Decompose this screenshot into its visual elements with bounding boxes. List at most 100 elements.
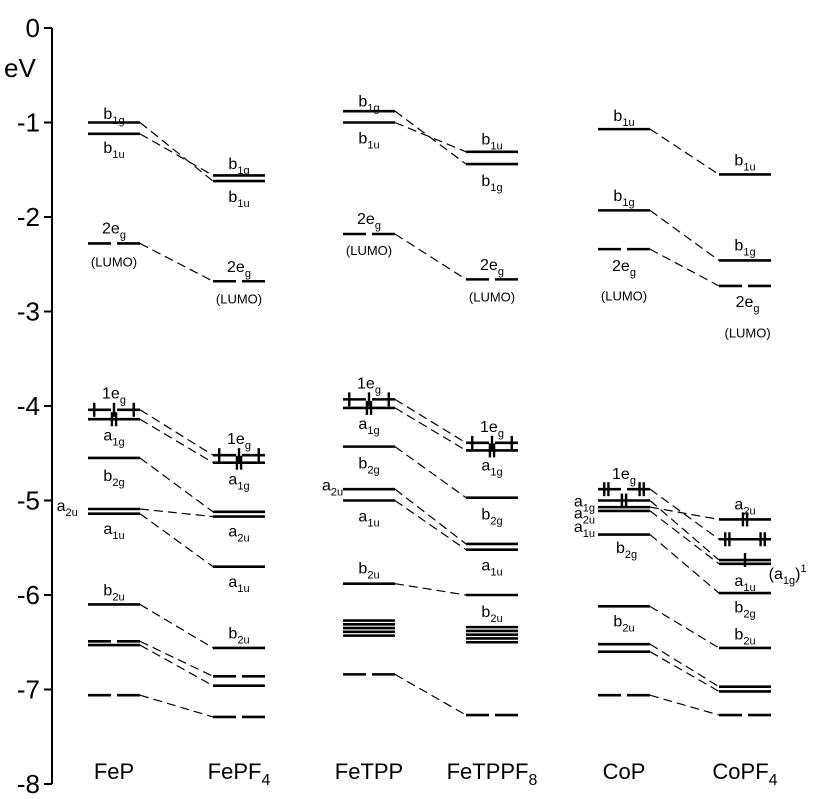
orbital-label: b1g <box>228 156 249 177</box>
orbital-label: 2eg <box>480 257 504 278</box>
connector-line <box>650 535 719 594</box>
orbital-label: b2u <box>103 582 124 603</box>
column-label: CoP <box>603 759 646 784</box>
orbital-label: (LUMO) <box>601 288 647 303</box>
orbital-label: (LUMO) <box>216 291 262 306</box>
connector-line <box>395 408 466 451</box>
column-label: CoPF4 <box>712 759 777 789</box>
orbital-label: b2g <box>734 599 755 620</box>
connector-line <box>140 123 213 182</box>
orbital-label: b1g <box>481 173 502 194</box>
connector-line <box>395 447 466 498</box>
connector-line <box>650 695 719 715</box>
y-axis: 0 -1 -2 -3 -4 -5 -6 -7 -8 <box>17 13 52 799</box>
orbital-label: a2u <box>734 496 755 517</box>
orbital-label: b2u <box>228 626 249 647</box>
orbital-label: 2eg <box>102 220 126 241</box>
connector-line <box>650 129 719 174</box>
axis-tick-label: -4 <box>17 391 40 421</box>
connector-line <box>650 507 719 519</box>
connector-line <box>650 652 719 692</box>
orbital-label: b1u <box>481 132 502 153</box>
orbital-label: (LUMO) <box>724 325 770 340</box>
axis-tick-label: 0 <box>26 13 40 43</box>
orbital-label: b1g <box>734 237 755 258</box>
level-labels: b1g b1u 2eg (LUMO) 1eg a1g b2g a2u a1u b2u b1g b1u 2… <box>57 94 807 648</box>
connector-line <box>395 501 466 550</box>
connector-line <box>140 509 213 517</box>
axis-tick-label: -3 <box>17 297 40 327</box>
axis-tick-label: -7 <box>17 675 40 705</box>
orbital-label: b2u <box>481 604 502 625</box>
column-label: FeTPP <box>335 759 403 784</box>
axis-tick-label: -2 <box>17 202 40 232</box>
orbital-label: a1u <box>481 558 502 579</box>
connector-line <box>395 489 466 544</box>
orbital-label: a2u <box>322 477 343 498</box>
y-axis-unit: eV <box>4 53 36 83</box>
orbital-label: a1g <box>481 458 502 479</box>
orbital-label: (a1g)1 <box>769 563 807 587</box>
connector-line <box>140 604 213 647</box>
orbital-label: (LUMO) <box>91 254 137 269</box>
orbital-label: a2u <box>228 524 249 545</box>
orbital-label: b1u <box>734 152 755 173</box>
orbital-label: b2g <box>103 468 124 489</box>
orbital-label: b1u <box>103 140 124 161</box>
orbital-label: b1u <box>358 131 379 152</box>
orbital-label: b2u <box>613 613 634 634</box>
orbital-label: 2eg <box>357 211 381 232</box>
connector-line <box>395 584 466 595</box>
column-label: FeTPPF8 <box>447 759 538 789</box>
orbital-label: b2u <box>734 627 755 648</box>
connector-line <box>650 644 719 687</box>
orbital-label: b1u <box>228 189 249 210</box>
energy-levels <box>88 111 771 717</box>
axis-tick-label: -6 <box>17 580 40 610</box>
orbital-label: a1g <box>228 472 249 493</box>
orbital-label: a1u <box>228 574 249 595</box>
axis-tick-label: -1 <box>17 108 40 138</box>
column-label: FeP <box>94 759 134 784</box>
connector-line <box>395 234 466 279</box>
connector-line <box>140 134 213 176</box>
orbital-label: b2g <box>481 507 502 528</box>
connector-line <box>140 243 213 281</box>
orbital-label: 2eg <box>736 294 760 315</box>
connector-line <box>140 514 213 567</box>
orbital-label: a1u <box>734 573 755 594</box>
connector-line <box>140 419 213 462</box>
column-labels: FeP FePF4 FeTPP FeTPPF8 CoP CoPF4 <box>94 759 778 789</box>
orbital-label: a1u <box>103 521 124 542</box>
connector-line <box>395 674 466 715</box>
orbital-label: a1u <box>358 509 379 530</box>
orbital-label: b1g <box>613 188 634 209</box>
connector-line <box>140 645 213 686</box>
connector-line <box>650 210 719 260</box>
connector-line <box>140 458 213 512</box>
connector-line <box>650 511 719 564</box>
connector-line <box>140 641 213 676</box>
axis-tick-label: -8 <box>17 769 40 799</box>
orbital-label: (LUMO) <box>346 243 392 258</box>
orbital-label: a1g <box>358 416 379 437</box>
orbital-label: 2eg <box>227 259 251 280</box>
connector-line <box>140 695 213 717</box>
orbital-label: b2u <box>358 561 379 582</box>
orbital-label: a2u <box>57 498 78 519</box>
orbital-label: 2eg <box>612 258 636 279</box>
orbital-label: b1g <box>103 106 124 127</box>
connector-line <box>650 501 719 561</box>
axis-tick-label: -5 <box>17 486 40 516</box>
orbital-label: b2g <box>358 456 379 477</box>
connector-line <box>395 111 466 164</box>
orbital-label: a1g <box>103 427 124 448</box>
connector-line <box>650 606 719 648</box>
connector-line <box>140 410 213 455</box>
orbital-label: b1u <box>613 108 634 129</box>
column-label: FePF4 <box>208 759 271 789</box>
connector-line <box>650 489 719 539</box>
connector-line <box>650 249 719 286</box>
connector-line <box>395 399 466 442</box>
